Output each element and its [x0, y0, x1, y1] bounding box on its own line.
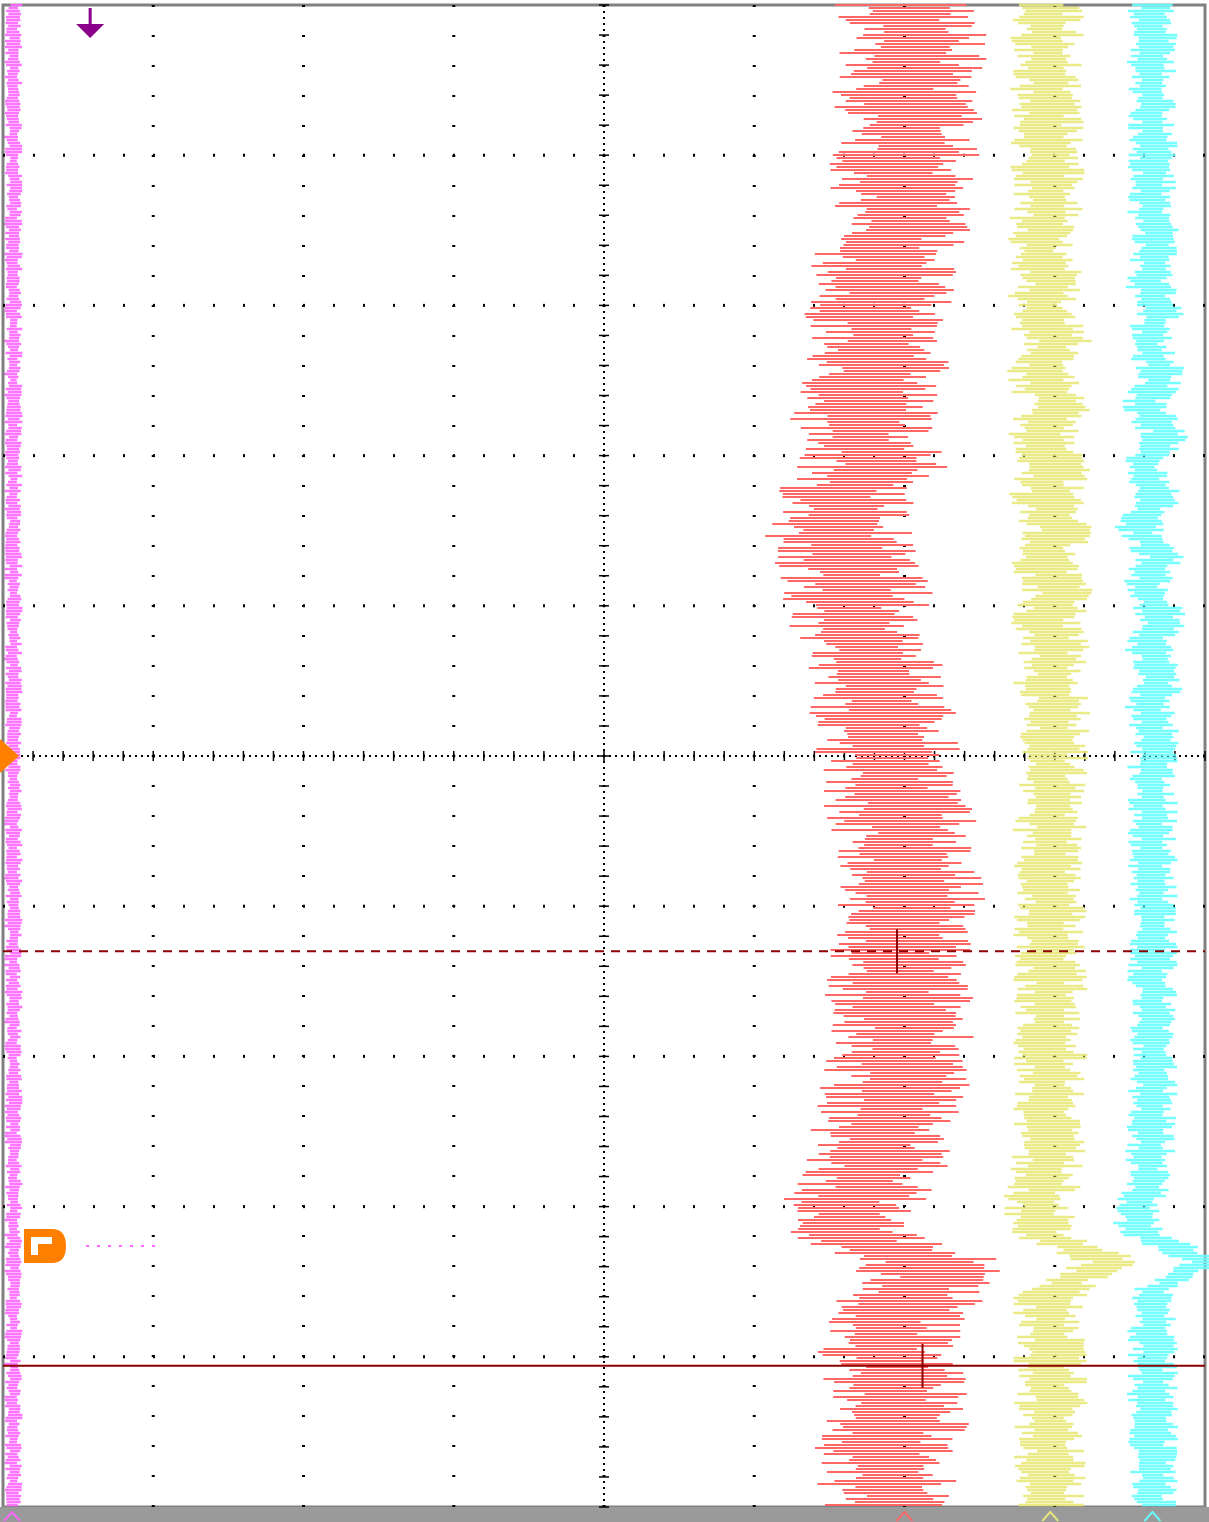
channel-ground-marker[interactable]: [895, 1510, 914, 1522]
trace-2-band: [1003, 3, 1135, 1507]
channel-ground-marker[interactable]: [1041, 1510, 1059, 1522]
badge-shape-icon: [24, 1229, 66, 1263]
channel-reference-badge[interactable]: [24, 1229, 66, 1263]
trigger-level-arrow-icon[interactable]: [0, 739, 19, 773]
trace-2: [1003, 3, 1135, 1522]
trigger-position-arrow-icon[interactable]: [76, 24, 105, 38]
graticule: [0, 3, 1209, 1522]
waveform-traces: [3, 3, 1209, 1522]
trace-1: [765, 4, 1000, 1522]
overlays: [0, 8, 1205, 1388]
bottom-bar: [0, 1507, 1209, 1522]
channel-ground-marker[interactable]: [1143, 1510, 1162, 1522]
trace-3-band: [1113, 3, 1209, 1507]
trace-0-band: [4, 3, 23, 1507]
trace-1-band: [765, 4, 1000, 1506]
channel-ground-marker[interactable]: [3, 1510, 21, 1522]
trace-0: [3, 3, 23, 1522]
trace-3: [1113, 3, 1209, 1522]
badge-glyph-icon: [31, 1237, 52, 1255]
